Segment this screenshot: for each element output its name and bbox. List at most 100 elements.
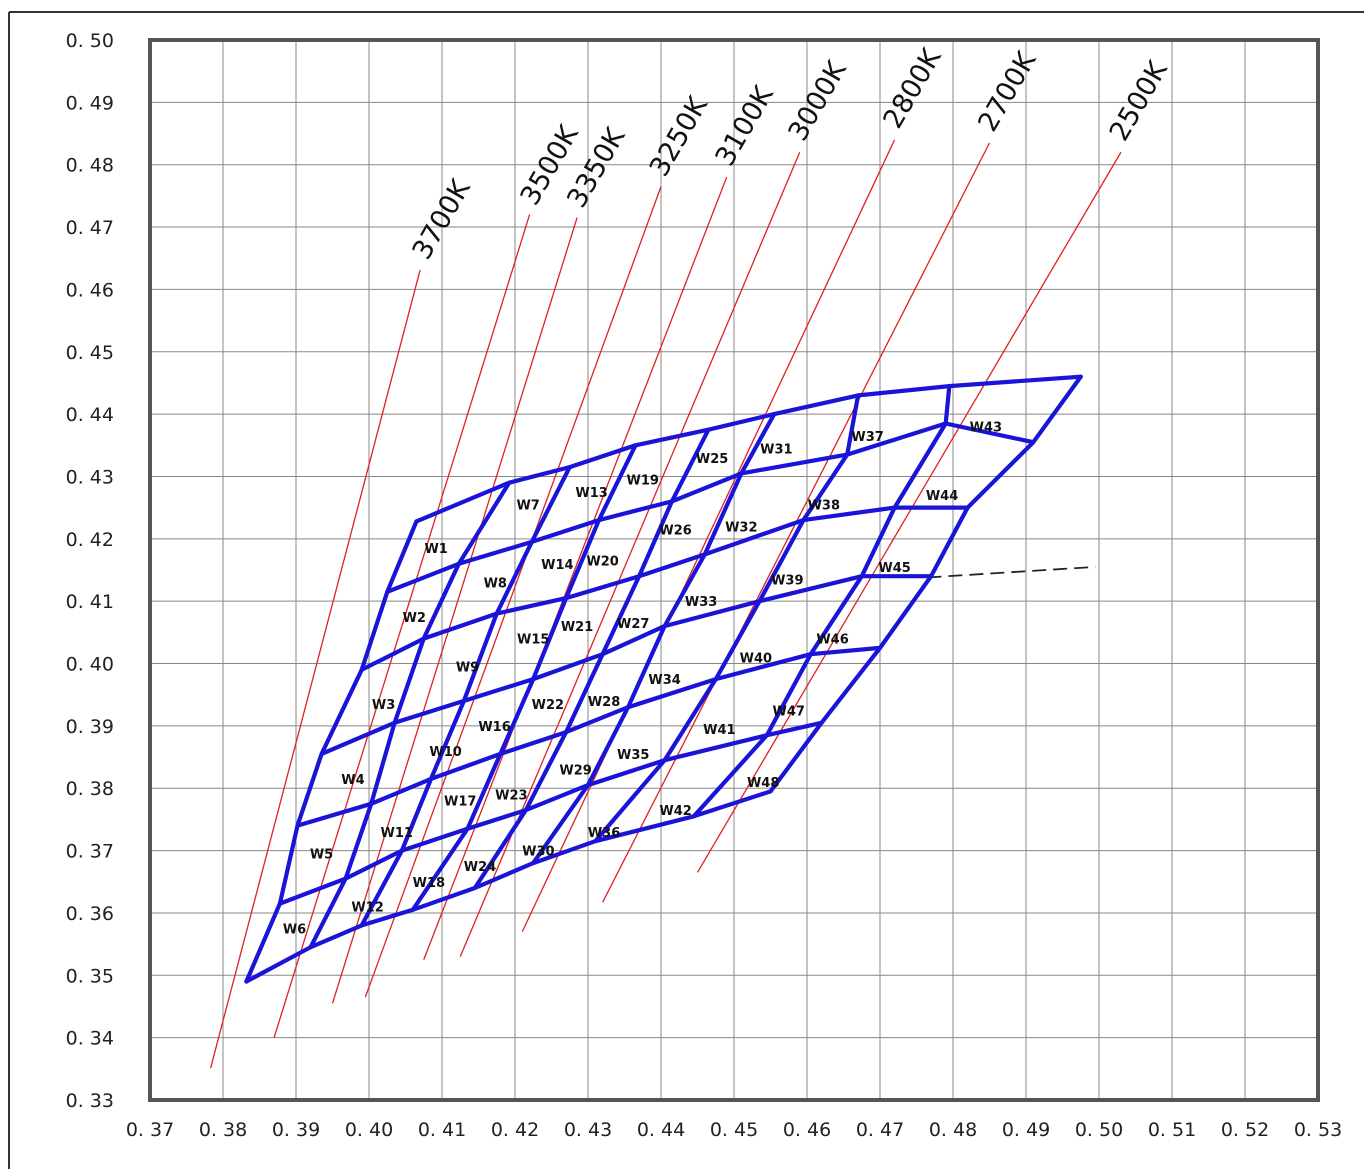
bin-label: W12	[351, 901, 383, 916]
y-tick-label: 0. 48	[66, 155, 114, 177]
bin-label: W38	[808, 499, 840, 514]
y-axis-ticks: 0. 50 0. 49 0. 48 0. 47 0. 46 0. 45 0. 44 0. 43…	[66, 30, 114, 1112]
bin-label: W33	[685, 595, 717, 610]
bin-label: W3	[372, 698, 395, 713]
bin-label: W15	[517, 633, 549, 648]
x-tick-label: 0. 53	[1294, 1119, 1342, 1141]
y-tick-label: 0. 50	[66, 30, 114, 52]
bin-label: W14	[541, 558, 573, 573]
bin-label: W21	[561, 620, 593, 635]
bin-label: W26	[659, 523, 691, 538]
bin-grid-column-line	[593, 393, 861, 844]
bin-grid-column-line	[472, 427, 711, 891]
bin-label: W5	[310, 848, 333, 863]
bin-grid-column-line	[244, 519, 419, 984]
x-tick-label: 0. 47	[856, 1119, 904, 1141]
bin-label: W41	[703, 723, 735, 738]
x-tick-label: 0. 45	[710, 1119, 758, 1141]
bin-label: W2	[403, 611, 426, 626]
bin-label: W30	[522, 845, 554, 860]
y-tick-label: 0. 35	[66, 965, 114, 987]
y-tick-label: 0. 40	[66, 654, 114, 676]
bin-label: W29	[559, 764, 591, 779]
cct-line	[364, 186, 662, 998]
bin-label: W46	[816, 633, 848, 648]
bin-label: W20	[586, 555, 618, 570]
bin-label: W19	[627, 474, 659, 489]
x-tick-label: 0. 37	[126, 1119, 174, 1141]
y-tick-label: 0. 45	[66, 342, 114, 364]
bin-label: W1	[424, 542, 447, 557]
bin-label: W45	[878, 561, 910, 576]
x-tick-label: 0. 52	[1221, 1119, 1269, 1141]
bin-label: W4	[341, 773, 364, 788]
x-tick-label: 0. 40	[345, 1119, 393, 1141]
bin-label: W22	[532, 698, 564, 713]
x-tick-label: 0. 49	[1002, 1119, 1050, 1141]
bin-grid	[244, 374, 1083, 984]
bin-label: W48	[747, 776, 779, 791]
bin-label: W37	[851, 430, 883, 445]
x-tick-label: 0. 41	[418, 1119, 466, 1141]
x-tick-label: 0. 46	[783, 1119, 831, 1141]
x-tick-label: 0. 50	[1075, 1119, 1123, 1141]
bin-label: W13	[575, 486, 607, 501]
y-tick-label: 0. 43	[66, 466, 114, 488]
cct-line	[696, 151, 1122, 873]
cct-line	[209, 269, 421, 1069]
y-tick-label: 0. 38	[66, 778, 114, 800]
bin-label: W42	[659, 804, 691, 819]
y-tick-label: 0. 44	[66, 404, 114, 426]
y-tick-label: 0. 33	[66, 1090, 114, 1112]
x-axis-ticks: 0. 37 0. 38 0. 39 0. 40 0. 41 0. 42 0. 43 0. 44…	[126, 1119, 1342, 1141]
x-tick-label: 0. 42	[491, 1119, 539, 1141]
x-tick-label: 0. 43	[564, 1119, 612, 1141]
bin-label: W32	[725, 520, 757, 535]
bin-label: W39	[771, 573, 803, 588]
bin-label: W16	[478, 720, 510, 735]
bin-label: W28	[588, 695, 620, 710]
bin-label: W47	[773, 704, 805, 719]
y-tick-label: 0. 34	[66, 1028, 114, 1050]
bin-grid-column-line	[531, 412, 777, 866]
bin-grid-column-line	[691, 384, 952, 819]
bin-label: W27	[617, 617, 649, 632]
x-tick-label: 0. 39	[272, 1119, 320, 1141]
dashed-line	[927, 565, 1096, 579]
y-tick-label: 0. 47	[66, 217, 114, 239]
y-tick-label: 0. 36	[66, 903, 114, 925]
bin-label: W44	[926, 489, 958, 504]
bin-label: W24	[464, 860, 496, 875]
bin-label: W43	[970, 421, 1002, 436]
bin-grid-column-line	[410, 443, 638, 912]
bin-grid-column-line	[308, 480, 512, 950]
bin-label: W18	[413, 876, 445, 891]
bin-label: W35	[617, 748, 649, 763]
bin-label: W8	[484, 576, 507, 591]
bin-label: W40	[740, 651, 772, 666]
y-tick-label: 0. 46	[66, 279, 114, 301]
bin-label: W25	[696, 452, 728, 467]
bin-labels: W1 W2 W3 W4 W5 W6 W7 W8 W9 W10 W11 W12 W13 W14 W15 W16 W…	[283, 421, 1002, 938]
x-tick-label: 0. 51	[1148, 1119, 1196, 1141]
bin-label: W7	[516, 499, 539, 514]
bin-label: W34	[648, 673, 680, 688]
bin-grid-column-line	[768, 374, 1083, 794]
bin-label: W9	[456, 661, 479, 676]
y-tick-label: 0. 49	[66, 92, 114, 114]
bin-label: W23	[495, 788, 527, 803]
y-tick-label: 0. 41	[66, 591, 114, 613]
dash-line-group	[927, 565, 1096, 579]
cct-line	[423, 176, 728, 960]
cct-line	[521, 139, 896, 932]
y-tick-label: 0. 39	[66, 716, 114, 738]
bin-label: W11	[381, 826, 413, 841]
x-tick-label: 0. 44	[637, 1119, 685, 1141]
bin-label: W17	[444, 795, 476, 810]
bin-grid-column-line	[359, 465, 572, 928]
x-tick-label: 0. 38	[199, 1119, 247, 1141]
bin-label: W6	[283, 923, 306, 938]
y-tick-label: 0. 37	[66, 841, 114, 863]
